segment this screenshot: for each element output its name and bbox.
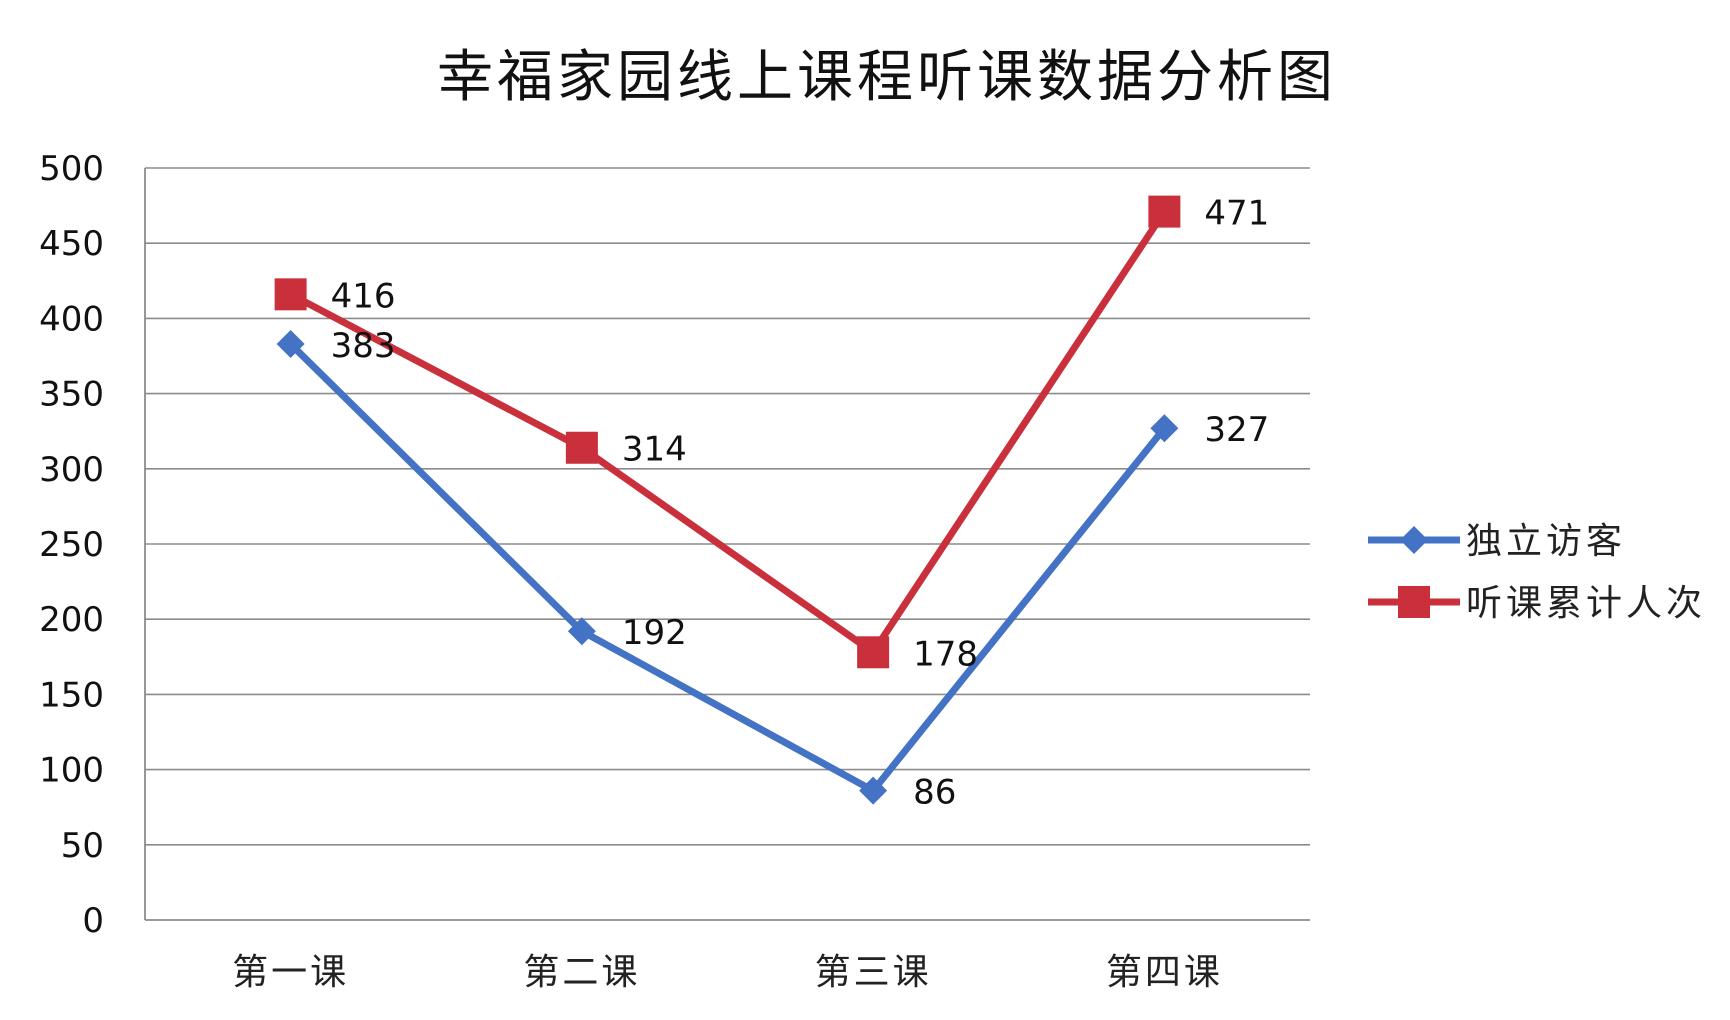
y-tick-label: 200 <box>39 600 104 640</box>
series-line <box>288 341 1168 796</box>
x-tick-label: 第二课 <box>523 952 640 993</box>
y-tick-label: 100 <box>39 751 104 791</box>
y-tick-label: 150 <box>39 675 104 715</box>
data-labels: 383 192 86 327 416 314 178 471 <box>331 194 1270 813</box>
data-label: 86 <box>913 773 956 813</box>
data-point <box>567 617 596 646</box>
data-label: 192 <box>622 613 687 653</box>
data-point <box>857 636 890 669</box>
y-tick-label: 250 <box>39 525 104 565</box>
series-line <box>288 209 1168 658</box>
legend-marker <box>1400 526 1428 554</box>
legend-label: 独立访客 <box>1466 521 1626 562</box>
y-tick-label: 0 <box>82 901 104 941</box>
data-label: 383 <box>331 326 396 366</box>
x-tick-label: 第四课 <box>1106 952 1223 993</box>
data-label: 314 <box>622 430 687 470</box>
data-point <box>1150 414 1179 443</box>
x-tick-label: 第一课 <box>232 952 349 993</box>
y-tick-label: 300 <box>39 450 104 490</box>
data-point <box>565 431 598 464</box>
legend-marker <box>1398 586 1430 618</box>
grid-lines <box>145 167 1310 846</box>
data-point <box>1148 195 1181 228</box>
y-tick-label: 50 <box>61 826 104 866</box>
y-tick-label: 400 <box>39 299 104 339</box>
legend-label: 听课累计人次 <box>1466 583 1706 624</box>
data-label: 327 <box>1204 410 1269 450</box>
x-tick-label: 第三课 <box>815 952 932 993</box>
data-point <box>276 329 305 358</box>
y-tick-label: 450 <box>39 224 104 264</box>
chart-title: 幸福家园线上课程听课数据分析图 <box>437 45 1337 110</box>
y-tick-label: 350 <box>39 375 104 415</box>
data-label: 178 <box>913 634 978 674</box>
data-label: 471 <box>1204 194 1269 234</box>
data-label: 416 <box>331 276 396 316</box>
data-point <box>859 776 888 805</box>
axes: 0 50 100 150 200 250 300 350 400 450 500 第一课 第二课 第三课 第… <box>39 149 1310 993</box>
series-lines <box>274 195 1181 805</box>
data-point <box>274 278 307 311</box>
y-tick-label: 500 <box>39 149 104 189</box>
